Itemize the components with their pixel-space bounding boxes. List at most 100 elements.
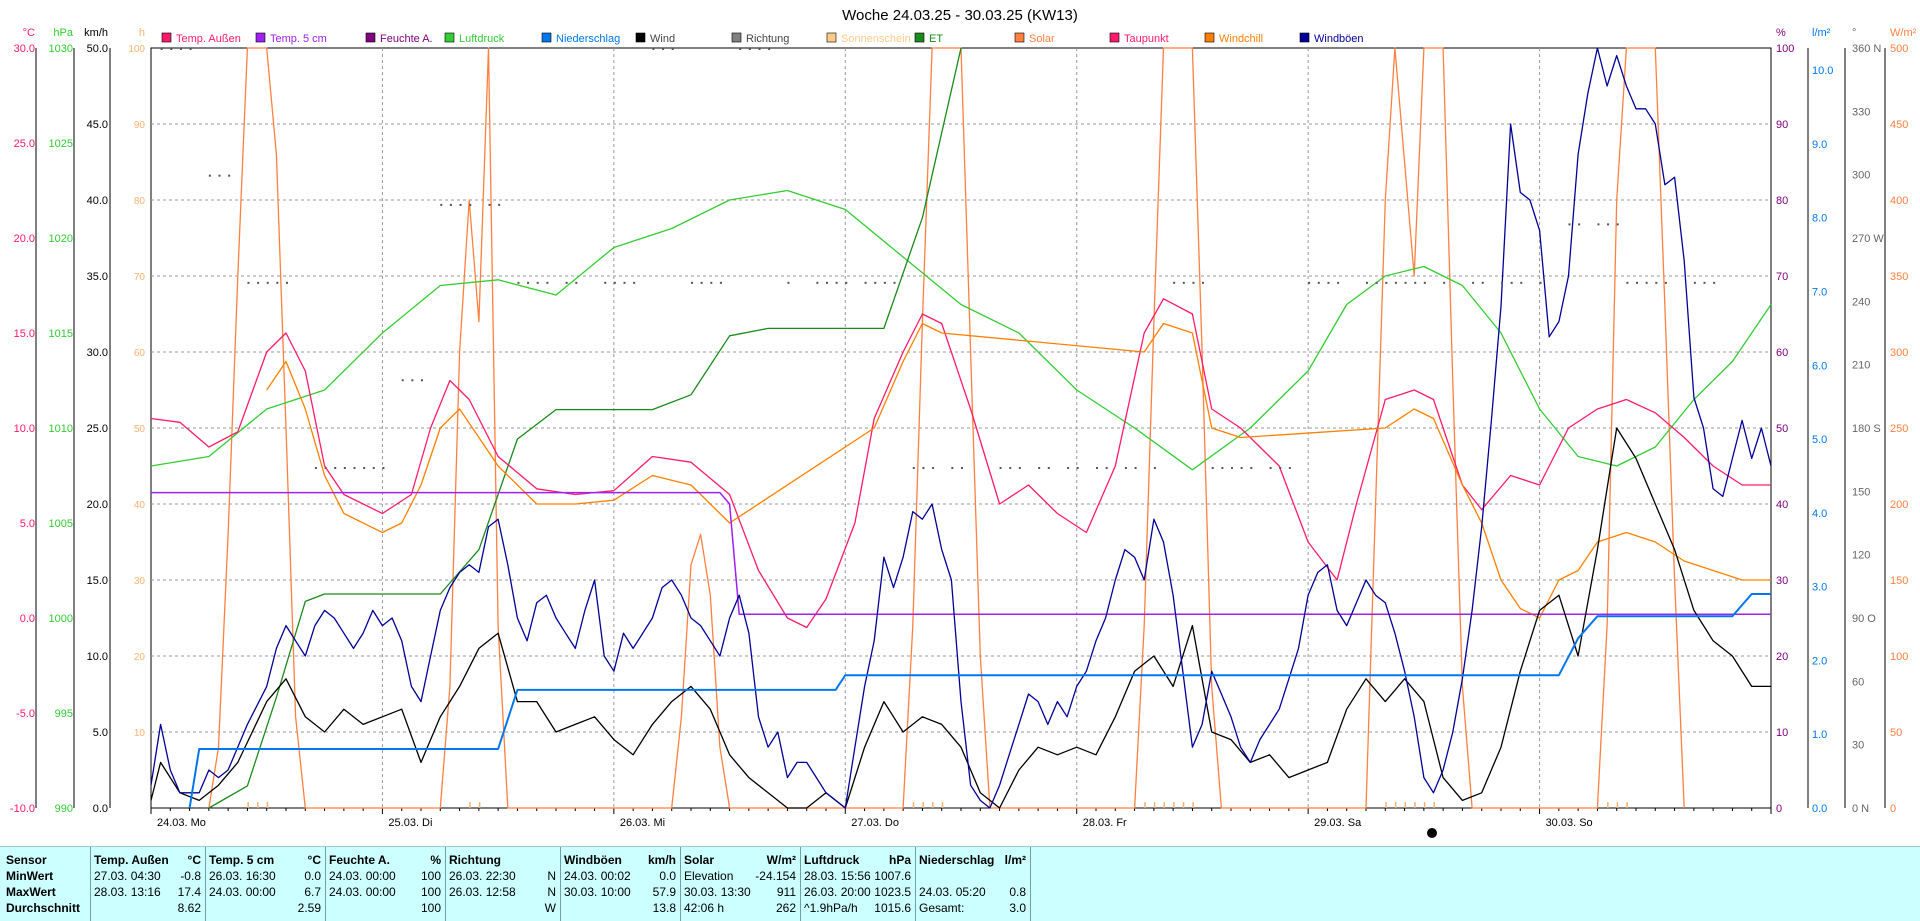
column-title: Luftdruck [804, 853, 860, 867]
direction-dot [633, 281, 636, 284]
humidity_pct-tick: 60 [1776, 347, 1788, 359]
direction-dot [1481, 281, 1484, 284]
sunshine-bar [1414, 802, 1416, 808]
direction-dot [189, 48, 192, 50]
humidity_pct-tick: 40 [1776, 499, 1788, 511]
sunshine-bar [257, 802, 259, 808]
direction-dot [170, 48, 173, 50]
legend-label: Wind [650, 33, 675, 45]
direction-dot [1443, 281, 1446, 284]
pressure_hpa-tick: 1010 [49, 423, 73, 435]
wind_kmh-tick: 45.0 [87, 119, 108, 131]
direction_deg-tick: 60 [1852, 676, 1864, 688]
column-title: Feuchte A. [329, 853, 390, 867]
legend-label: Temp. Außen [176, 33, 241, 45]
wind_kmh-tick: 40.0 [87, 195, 108, 207]
direction-dot [324, 466, 327, 469]
direction-dot [1423, 281, 1426, 284]
table-cell-value: -0.8 [180, 869, 201, 883]
table-cell-value: 0.0 [659, 869, 676, 883]
sunshine-bar [247, 802, 249, 808]
sunshine-bar [1144, 802, 1146, 808]
sunshine-bar [1153, 802, 1156, 808]
direction-dot [536, 281, 539, 284]
direction-dot [826, 281, 828, 284]
direction-dot [1076, 466, 1079, 469]
rain_lm2-tick: 10.0 [1812, 65, 1833, 77]
direction-dot [1202, 281, 1205, 284]
series-windb-en [150, 47, 1772, 809]
direction-dot [1385, 281, 1388, 284]
rain_lm2-tick: 8.0 [1812, 213, 1827, 225]
direction-dot [1414, 281, 1417, 284]
direction-dot [1231, 466, 1233, 469]
sunshine-bar [478, 802, 481, 808]
direction-dot [1501, 281, 1503, 284]
direction-dot [691, 281, 693, 284]
table-cell-label: 42:06 h [684, 901, 725, 915]
direction-dot [787, 281, 790, 284]
table-cell-value: 6.7 [304, 885, 321, 899]
rain_lm2-tick: 5.0 [1812, 434, 1827, 446]
solar_wm2-tick: 0 [1890, 803, 1896, 815]
direction_deg-tick: 360 N [1852, 43, 1881, 55]
table-cell-value: W [544, 901, 556, 915]
temp_c-tick: 0.0 [20, 613, 35, 625]
direction-dot [1134, 466, 1137, 469]
direction-dot [1308, 281, 1311, 284]
direction_deg-tick: 210 [1852, 360, 1870, 372]
legend-swatch [161, 32, 172, 43]
direction-dot [286, 281, 288, 284]
column-unit: l/m² [1004, 853, 1026, 867]
direction-dot [208, 174, 211, 177]
table-cell-label: 28.03. 13:16 [94, 885, 161, 899]
series-niederschlag [188, 593, 1771, 809]
humidity_pct-unit: % [1776, 27, 1786, 39]
direction-dot [1153, 466, 1156, 469]
direction-dot [382, 466, 385, 469]
direction-dot [372, 466, 375, 469]
table-cell-value: 1015.6 [874, 901, 911, 915]
direction-dot [247, 281, 250, 284]
direction-dot [1510, 281, 1513, 284]
pressure_hpa-tick: 1000 [49, 613, 73, 625]
direction-dot [449, 203, 452, 206]
column-title: Temp. Außen [94, 853, 169, 867]
legend-label: Temp. 5 cm [270, 33, 327, 45]
temp_c-tick: 5.0 [20, 518, 35, 530]
wind_kmh-tick: 5.0 [93, 727, 108, 739]
right-axes: %1009080706050403020100l/m²10.09.08.07.0… [1776, 27, 1917, 815]
sunshine-bar [266, 802, 269, 808]
direction-dot [1597, 223, 1600, 226]
wind_kmh-tick: 50.0 [87, 43, 108, 55]
pressure_hpa-tick: 1030 [49, 43, 73, 55]
humidity_pct-tick: 80 [1776, 195, 1788, 207]
moon-phase-icon [1427, 828, 1437, 838]
solar_wm2-tick: 500 [1890, 43, 1908, 55]
direction-dot [710, 281, 713, 284]
direction-dot [1539, 281, 1542, 284]
pressure_hpa-tick: 1020 [49, 233, 73, 245]
solar_wm2-tick: 100 [1890, 651, 1908, 663]
direction-dot [353, 466, 356, 469]
wind_kmh-tick: 20.0 [87, 499, 108, 511]
wind_kmh-tick: 35.0 [87, 271, 108, 283]
direction-dot [575, 281, 578, 284]
direction-dot [835, 281, 838, 284]
direction-dot [1182, 281, 1185, 284]
legend-label: Windchill [1219, 33, 1263, 45]
sun_h-tick: 70 [134, 272, 146, 283]
statistics-table: Sensor MinWert MaxWert Durchschnitt Temp… [0, 846, 1920, 921]
pressure_hpa-tick: 1015 [49, 328, 73, 340]
solar_wm2-tick: 400 [1890, 195, 1908, 207]
direction-dot [1279, 466, 1282, 469]
table-column: Richtung 26.03. 22:30 N 26.03. 12:58 N W [445, 847, 561, 921]
legend-label: Luftdruck [459, 33, 505, 45]
table-column: Solar W/m² Elevation -24.154 30.03. 13:30 911… [680, 847, 801, 921]
direction-dot [1366, 281, 1368, 284]
sunshine-bar [941, 802, 944, 808]
series-wind [150, 427, 1771, 809]
legend-swatch [1014, 32, 1025, 43]
humidity_pct-tick: 30 [1776, 575, 1788, 587]
direction-dot [1568, 223, 1571, 226]
